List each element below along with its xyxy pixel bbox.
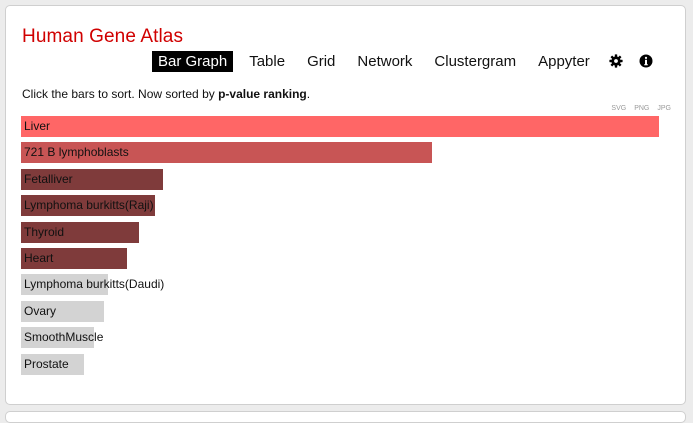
tab-table[interactable]: Table	[249, 52, 286, 70]
enrichment-panel: Human Gene Atlas Bar Graph Table Grid Ne…	[5, 5, 686, 405]
sort-hint-prefix: Click the bars to sort. Now sorted by	[22, 87, 219, 101]
bar-chart: Liver 721 B lymphoblasts Fetalliver Lymphom…	[21, 116, 661, 380]
bar-label: Fetalliver	[24, 171, 73, 186]
bar-row[interactable]: Prostate	[21, 353, 661, 375]
bar[interactable]	[21, 116, 659, 137]
bar-label: Liver	[24, 119, 51, 133]
bar-row[interactable]: SmoothMuscle	[21, 327, 661, 349]
sort-mode: p-value ranking	[218, 87, 307, 101]
info-icon[interactable]	[638, 53, 654, 69]
bar-row[interactable]: Lymphoma burkitts(Daudi)	[21, 274, 661, 296]
bar[interactable]	[21, 274, 108, 296]
bar[interactable]	[21, 195, 155, 217]
bar-label: Prostate	[24, 356, 69, 371]
bar-label: Lymphoma burkitts(Raji)	[24, 198, 154, 213]
bar[interactable]	[21, 327, 95, 349]
export-links: SVG PNG JPG	[611, 105, 671, 112]
bar-label: Thyroid	[24, 224, 65, 239]
sort-hint-suffix: .	[306, 87, 311, 101]
bar-label: Lymphoma burkitts(Daudi)	[24, 277, 165, 292]
view-tabs: Bar Graph Table Grid Network Clustergram…	[152, 50, 654, 72]
bar-label: 721 B lymphoblasts	[24, 145, 129, 160]
bar[interactable]	[21, 142, 432, 164]
export-png-link[interactable]: PNG	[634, 105, 650, 112]
bar[interactable]	[21, 168, 164, 190]
bar-row[interactable]: Thyroid	[21, 221, 661, 243]
bar[interactable]	[21, 247, 127, 269]
bar-label: Ovary	[24, 303, 57, 318]
tab-clustergram[interactable]: Clustergram	[434, 52, 517, 70]
bar-row[interactable]: Ovary	[21, 300, 661, 322]
bar-label: Heart	[24, 250, 54, 265]
bar-row[interactable]: Liver	[21, 116, 661, 137]
bar-row[interactable]: Lymphoma burkitts(Raji)	[21, 195, 661, 217]
bar-row[interactable]: Fetalliver	[21, 168, 661, 190]
tab-network[interactable]: Network	[357, 52, 413, 70]
bar[interactable]	[21, 300, 104, 322]
export-svg-link[interactable]: SVG	[611, 105, 627, 112]
bar-row[interactable]: Heart	[21, 247, 661, 269]
bar[interactable]	[21, 353, 85, 375]
tab-appyter[interactable]: Appyter	[538, 52, 590, 70]
gear-icon[interactable]	[608, 53, 624, 69]
tab-bar-graph[interactable]: Bar Graph	[152, 50, 234, 72]
export-jpg-link[interactable]: JPG	[657, 105, 671, 112]
bar[interactable]	[21, 221, 140, 243]
tab-grid[interactable]: Grid	[307, 52, 336, 70]
bar-row[interactable]: 721 B lymphoblasts	[21, 142, 661, 164]
next-panel	[5, 411, 686, 423]
bar-label: SmoothMuscle	[24, 330, 104, 345]
sort-hint: Click the bars to sort. Now sorted by p-…	[22, 87, 310, 101]
library-title: Human Gene Atlas	[22, 26, 184, 47]
